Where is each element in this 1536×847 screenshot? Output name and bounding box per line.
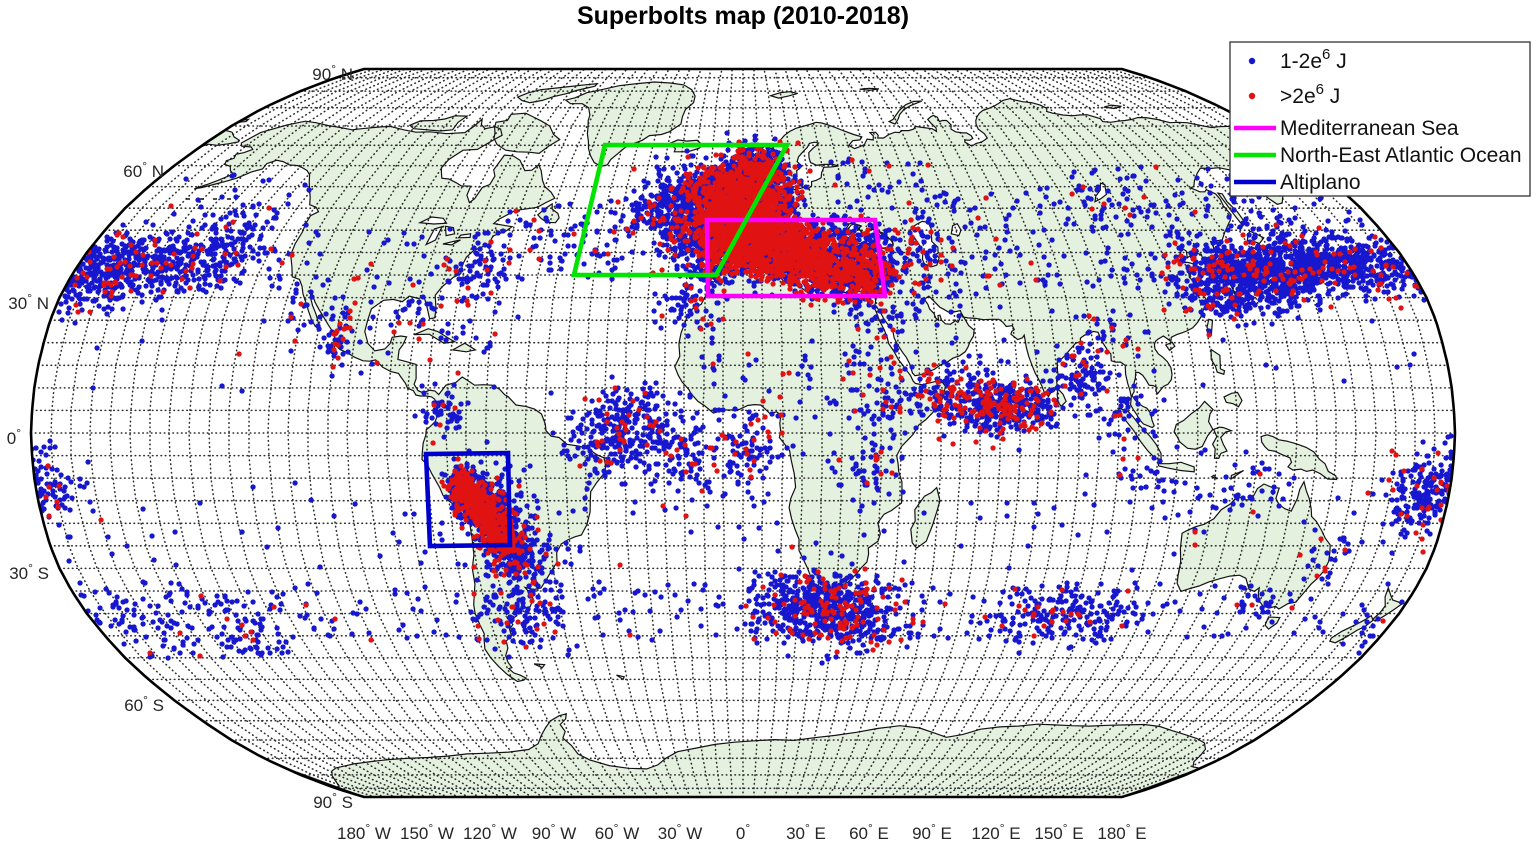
svg-text:90° E: 90° E (912, 821, 952, 842)
svg-text:30° W: 30° W (658, 821, 703, 842)
svg-text:150° W: 150° W (400, 821, 454, 842)
svg-text:60° E: 60° E (849, 821, 889, 842)
svg-text:120° W: 120° W (463, 821, 517, 842)
svg-text:Altiplano: Altiplano (1280, 171, 1361, 194)
svg-text:90° N: 90° N (312, 62, 353, 84)
svg-text:Superbolts map (2010-2018): Superbolts map (2010-2018) (577, 2, 909, 30)
svg-text:180° W: 180° W (337, 821, 391, 842)
svg-text:60° S: 60° S (124, 693, 164, 715)
svg-text:30° E: 30° E (786, 821, 826, 842)
svg-text:60° N: 60° N (123, 159, 164, 181)
svg-text:180° E: 180° E (1097, 821, 1146, 842)
svg-text:Mediterranean Sea: Mediterranean Sea (1280, 117, 1459, 140)
svg-text:150° E: 150° E (1034, 821, 1083, 842)
svg-text:30° N: 30° N (8, 291, 49, 313)
svg-text:North-East Atlantic Ocean: North-East Atlantic Ocean (1280, 144, 1522, 167)
svg-text:90° W: 90° W (532, 821, 577, 842)
svg-text:90° S: 90° S (313, 790, 353, 812)
svg-text:120° E: 120° E (971, 821, 1020, 842)
svg-text:60° W: 60° W (595, 821, 640, 842)
svg-text:>2e6 J: >2e6 J (1280, 81, 1340, 108)
svg-text:1-2e6 J: 1-2e6 J (1280, 46, 1347, 73)
svg-text:30° S: 30° S (9, 561, 49, 583)
